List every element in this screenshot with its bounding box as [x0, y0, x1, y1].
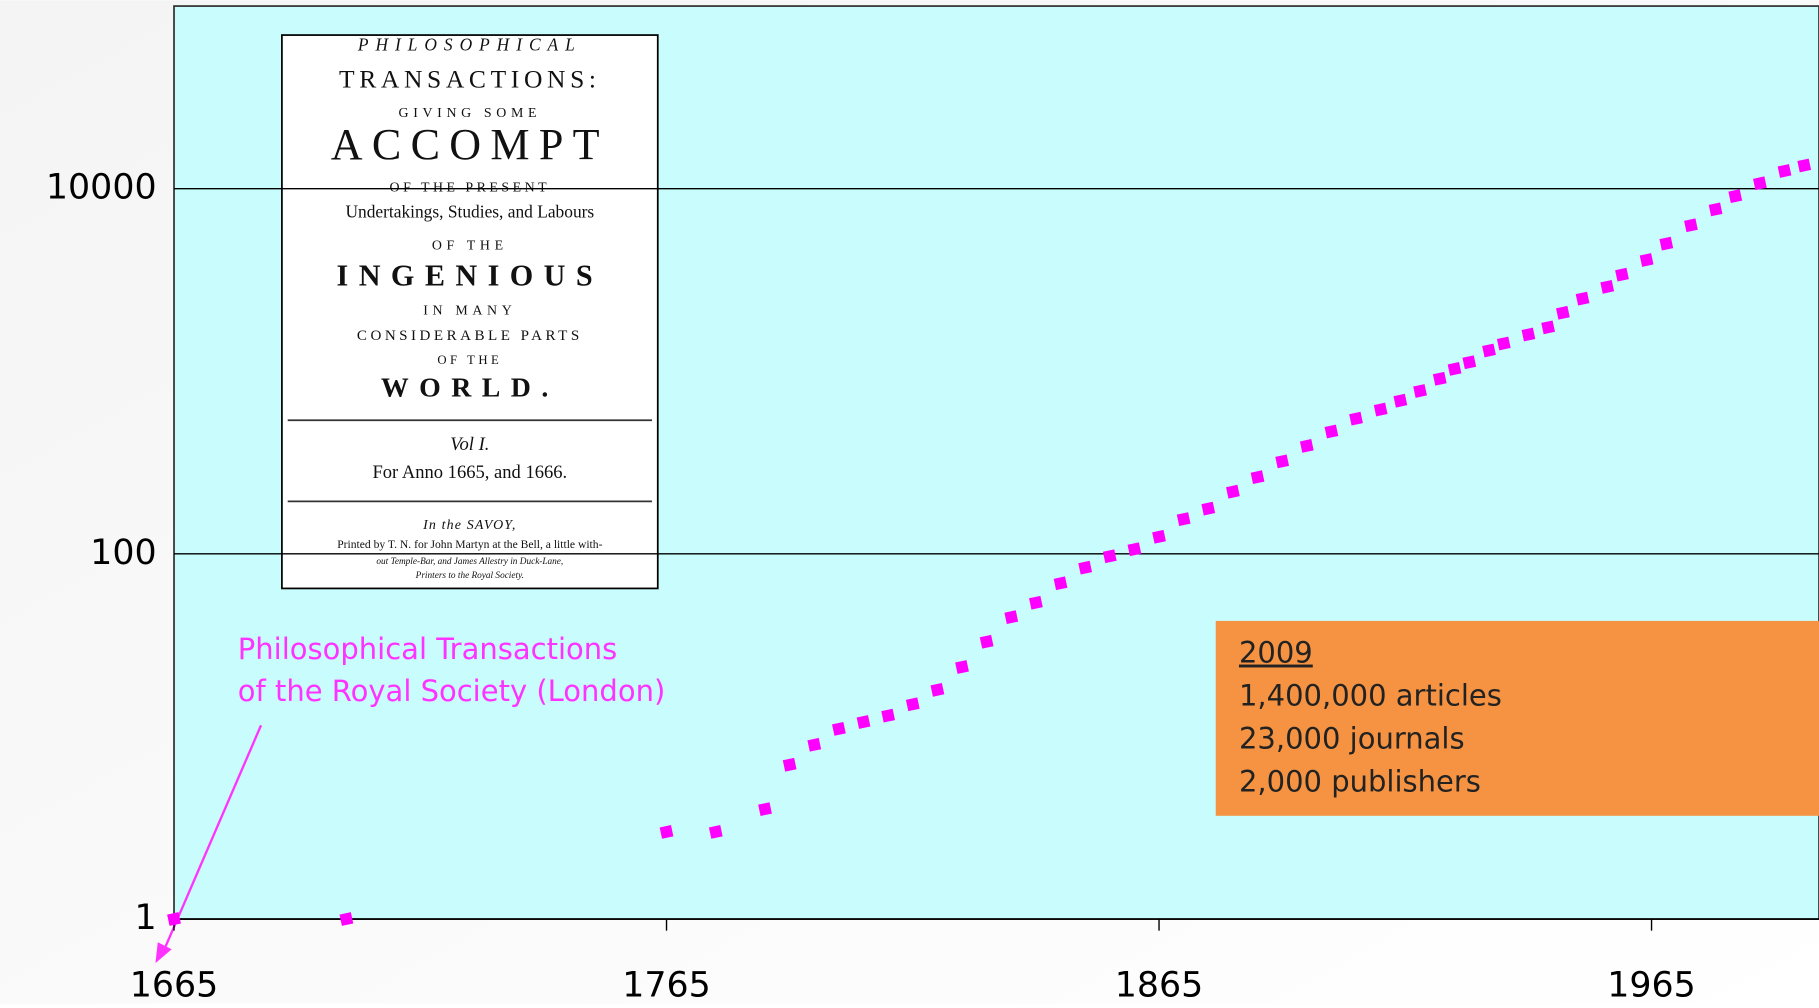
point: [955, 660, 969, 674]
inset-text: out Temple-Bar, and James Allestry in Du…: [376, 557, 563, 567]
point: [660, 825, 674, 839]
point: [1497, 337, 1511, 351]
inset-text: ACCOMPT: [331, 120, 609, 169]
point: [1004, 610, 1018, 624]
point: [1128, 542, 1142, 556]
box-text: 1,400,000 articles: [1239, 678, 1502, 712]
inset-text: PHILOSOPHICAL: [357, 35, 582, 55]
point: [832, 722, 846, 736]
inset-text: For Anno 1665, and 1666.: [372, 462, 567, 483]
point: [1177, 512, 1191, 526]
point: [906, 697, 920, 711]
x-tick-label: 1765: [622, 965, 711, 1004]
inset-text: OF THE: [437, 353, 502, 367]
point: [167, 912, 181, 926]
inset-text: Printers to the Royal Society.: [415, 571, 524, 581]
inset-text: Printed by T. N. for John Martyn at the …: [337, 538, 602, 551]
point: [1054, 576, 1068, 590]
point: [1659, 237, 1673, 251]
inset-text: IN MANY: [423, 303, 516, 318]
chart: PHILOSOPHICALTRANSACTIONS:GIVING SOMEACC…: [0, 0, 1819, 1004]
box-text: 23,000 journals: [1239, 721, 1465, 755]
callout-text: Philosophical Transactions: [238, 632, 617, 666]
point: [1226, 485, 1240, 499]
x-tick-label: 1665: [130, 965, 219, 1004]
point: [980, 635, 994, 649]
point: [1374, 403, 1388, 417]
inset-text: INGENIOUS: [337, 259, 604, 293]
point: [1029, 596, 1043, 610]
point: [1797, 159, 1811, 173]
x-tick-label: 1965: [1607, 965, 1696, 1004]
point: [1462, 355, 1476, 369]
point: [1522, 328, 1536, 342]
point: [1275, 454, 1289, 468]
point: [758, 802, 772, 816]
point: [1078, 561, 1092, 575]
point: [1103, 549, 1117, 563]
box-text: 2009: [1239, 636, 1313, 670]
point: [1684, 218, 1698, 232]
point: [1251, 470, 1265, 484]
inset-text: OF THE PRESENT: [390, 180, 551, 195]
callout-text: of the Royal Society (London): [238, 674, 665, 708]
point: [1448, 362, 1462, 376]
point: [1152, 530, 1166, 544]
point: [857, 715, 871, 729]
inset-text: In the SAVOY,: [422, 518, 516, 533]
point: [1349, 412, 1363, 426]
point: [1541, 320, 1555, 334]
point: [1433, 372, 1447, 386]
point: [1728, 189, 1742, 203]
y-tick-label: 100: [90, 533, 156, 573]
y-tick-label: 1: [134, 898, 156, 938]
x-tick-label: 1865: [1115, 965, 1204, 1004]
point: [931, 683, 945, 697]
inset-text: OF THE: [432, 238, 508, 253]
inset-text: TRANSACTIONS:: [339, 64, 601, 93]
page: PHILOSOPHICALTRANSACTIONS:GIVING SOMEACC…: [0, 0, 1819, 1004]
point: [1413, 384, 1427, 398]
point: [1201, 502, 1215, 516]
point: [881, 709, 895, 723]
point: [1393, 394, 1407, 408]
point: [1300, 439, 1314, 453]
inset-text: Undertakings, Studies, and Labours: [345, 202, 594, 222]
point: [1556, 306, 1570, 320]
point: [1640, 253, 1654, 267]
inset-text: CONSIDERABLE PARTS: [357, 328, 583, 344]
point: [1778, 164, 1792, 178]
y-tick-label: 10000: [46, 168, 157, 208]
point: [1576, 292, 1590, 306]
inset-text: Vol I.: [450, 434, 489, 455]
inset-text: WORLD.: [381, 372, 559, 403]
point: [1325, 425, 1339, 439]
point: [1709, 203, 1723, 217]
point: [1753, 176, 1767, 190]
point: [807, 738, 821, 752]
point: [1600, 280, 1614, 294]
box-text: 2,000 publishers: [1239, 764, 1481, 798]
point: [783, 758, 797, 772]
point: [340, 912, 354, 926]
point: [1615, 268, 1629, 282]
point: [709, 825, 723, 839]
point: [1482, 344, 1496, 358]
